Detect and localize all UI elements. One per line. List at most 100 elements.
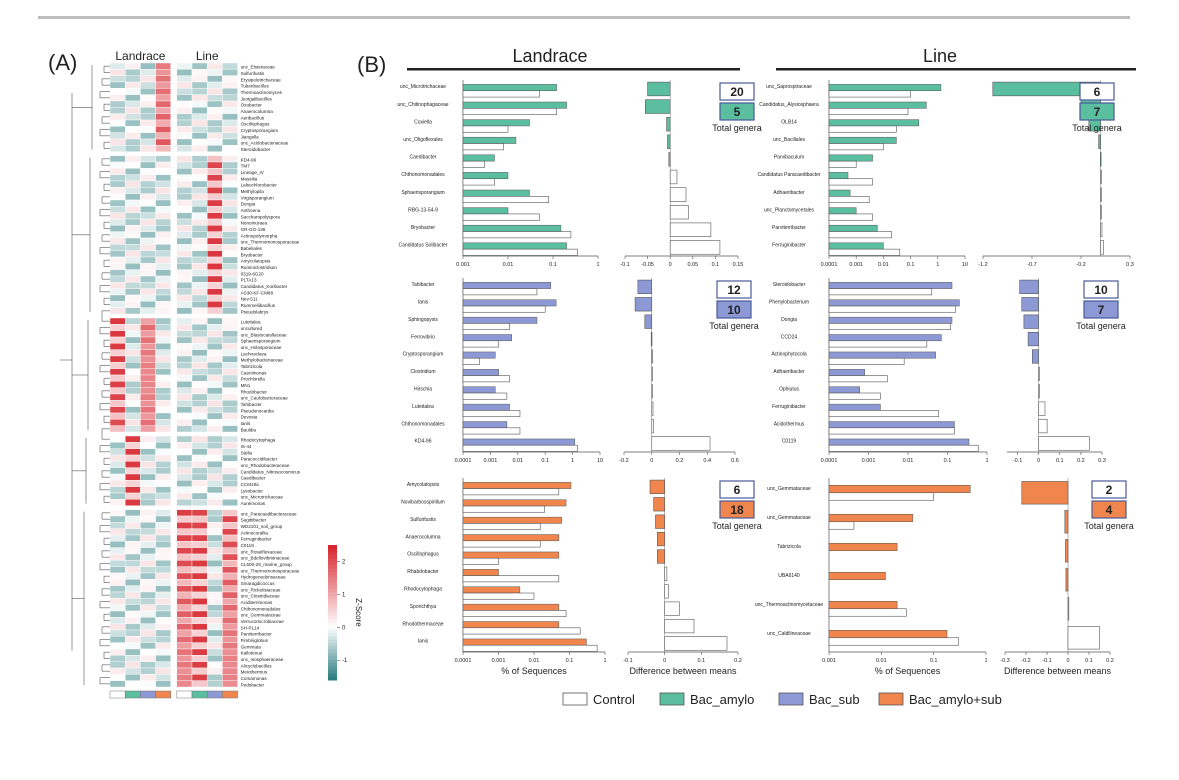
heatmap-cell — [176, 138, 193, 146]
heatmap-cell — [206, 534, 223, 542]
heatmap-cell — [140, 467, 156, 475]
heatmap-row-label: unc_Paracaedibacteraceae — [241, 511, 297, 516]
heatmap-cell — [155, 406, 172, 414]
legend-label: Bac_sub — [809, 692, 860, 707]
heatmap-cell — [155, 250, 172, 258]
heatmap-row-label: Tuberibacillus — [241, 84, 270, 89]
heatmap-cell — [176, 212, 193, 220]
total-genera-label: Total genera — [712, 521, 762, 531]
colorbar-step — [328, 548, 337, 553]
genus-label: RBG-13-54-9 — [408, 207, 438, 213]
heatmap-cell — [155, 547, 172, 555]
heatmap-cell — [191, 81, 208, 89]
diff-bar — [1098, 134, 1101, 149]
abundance-tick-label: 1 — [571, 458, 574, 464]
heatmap-cell — [109, 425, 126, 433]
heatmap-cell — [124, 368, 141, 376]
heatmap-cell — [124, 642, 141, 650]
heatmap-cell — [155, 126, 172, 133]
heatmap-cell — [222, 75, 238, 83]
heatmap-cell — [140, 486, 156, 494]
heatmap-cell — [206, 442, 223, 449]
heatmap-row-label: Gemmata — [241, 644, 262, 649]
heatmap-cell — [109, 231, 126, 239]
heatmap-cell — [206, 509, 223, 517]
heatmap-cell — [222, 617, 238, 624]
colorbar-step — [328, 669, 337, 674]
heatmap-cell — [222, 547, 238, 555]
heatmap-cell — [140, 174, 156, 182]
colorbar-step — [328, 646, 337, 651]
heatmap-cell — [140, 180, 156, 188]
heatmap-cell — [109, 636, 126, 643]
genus-label: unc_Microtrichaceae — [400, 84, 446, 90]
control-bar — [462, 644, 598, 652]
control-bar — [462, 557, 499, 565]
heatmap-cell — [206, 263, 223, 270]
heatmap-cell — [222, 560, 238, 567]
heatmap-cell — [109, 374, 126, 382]
genus-label: Tabrizicola — [777, 544, 801, 550]
heatmap-cell — [176, 132, 193, 140]
heatmap-cell — [155, 655, 172, 662]
heatmap-row-label: unc_Gemmataceae — [241, 613, 282, 618]
heatmap-cell — [191, 406, 208, 414]
diff-bar — [669, 205, 689, 220]
heatmap-cell — [191, 680, 208, 688]
heatmap-cell — [109, 648, 126, 656]
heatmap-cell — [176, 629, 193, 637]
diff-tick-label: 0.1 — [698, 658, 706, 664]
heatmap-cell — [191, 231, 208, 239]
heatmap-cell — [191, 425, 208, 433]
heatmap-row-label: Fimbriiglobus — [241, 638, 269, 643]
heatmap-cell — [191, 155, 208, 163]
heatmap-cell — [109, 132, 126, 140]
heatmap-cell — [176, 636, 193, 643]
heatmap-cell — [140, 244, 156, 251]
treatment-bar — [828, 299, 960, 307]
heatmap-cell — [155, 174, 172, 182]
heatmap-cell — [206, 212, 223, 220]
heatmap-cell — [155, 579, 172, 586]
heatmap-row-label: Anaerocolumna — [241, 109, 274, 114]
heatmap-cell — [206, 454, 223, 462]
control-bar — [828, 196, 870, 203]
heatmap-cell — [140, 591, 156, 599]
heatmap-column-swatch — [191, 690, 208, 699]
control-bar — [828, 231, 892, 239]
control-bar — [462, 231, 572, 239]
genus-label: Bryobacter — [411, 225, 436, 231]
heatmap-cell — [124, 180, 141, 188]
heatmap-cell — [155, 560, 172, 567]
legend-swatch — [778, 692, 804, 706]
heatmap-cell — [176, 448, 193, 456]
heatmap-cell — [155, 480, 172, 487]
heatmap-cell — [109, 492, 126, 500]
heatmap-cell — [191, 336, 208, 344]
heatmap-row-label: Methylobacteriaceae — [241, 358, 284, 363]
heatmap-cell — [222, 269, 238, 277]
heatmap-cell — [124, 307, 141, 315]
heatmap-cell — [191, 69, 208, 76]
heatmap-cell — [109, 250, 126, 258]
heatmap-cell — [155, 534, 172, 542]
genus-label: Sphingopyxis — [408, 317, 438, 323]
heatmap-row-label: Steroidobacter — [241, 147, 271, 152]
bar-panel: 0.001 0.01 0.1 1 unc_Gemmataceae unc_Gemmatac… — [755, 478, 1134, 676]
diff-bar — [645, 99, 671, 114]
heatmap-cell — [109, 547, 126, 555]
heatmap-cell — [176, 307, 193, 315]
heatmap-cell — [109, 528, 126, 536]
heatmap-row-label: Aciditerrimonas — [241, 600, 273, 605]
heatmap-cell — [140, 275, 156, 283]
heatmap-group-landrace: Landrace — [115, 49, 165, 63]
heatmap-cell — [124, 324, 141, 331]
heatmap-cell — [124, 187, 141, 194]
diff-bar — [651, 384, 653, 399]
heatmap-cell — [109, 499, 126, 506]
heatmap-cell — [140, 541, 156, 548]
diff-bar — [1023, 314, 1039, 329]
heatmap-cell — [206, 566, 223, 574]
heatmap-cell — [155, 591, 172, 599]
control-bar — [462, 143, 504, 151]
